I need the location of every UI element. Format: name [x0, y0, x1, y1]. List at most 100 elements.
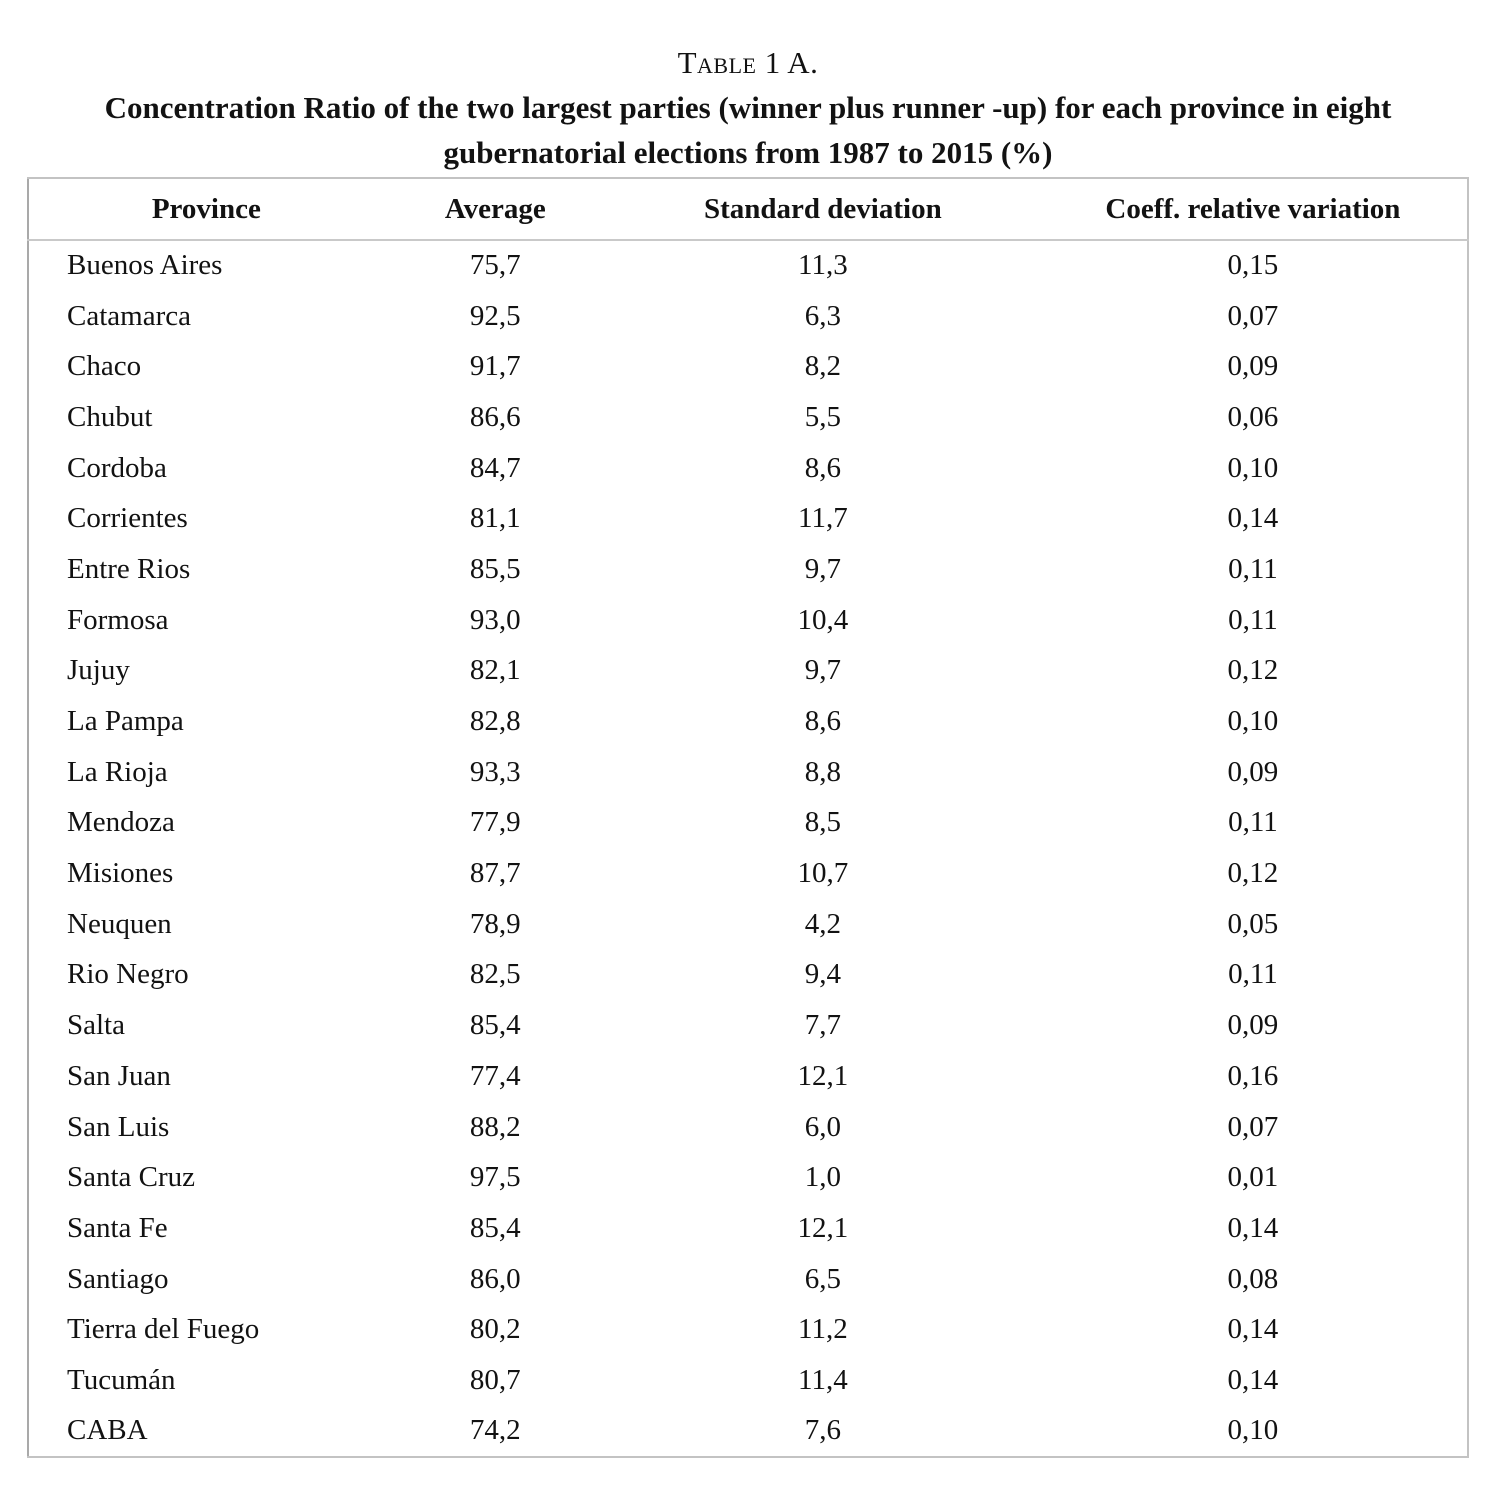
standard-deviation-cell: 10,4 — [797, 603, 849, 636]
standard-deviation-cell: 8,5 — [804, 806, 841, 839]
coeff-relative-variation-cell: 0,10 — [1227, 705, 1279, 738]
table-row: Formosa 93,0 10,4 0,11 — [28, 595, 1468, 646]
province-cell: Chaco — [67, 350, 142, 383]
coeff-relative-variation-cell: 0,10 — [1227, 451, 1279, 484]
average-cell: 87,7 — [469, 857, 521, 890]
province-cell: San Juan — [67, 1059, 171, 1092]
average-cell: 84,7 — [469, 451, 521, 484]
average-cell: 81,1 — [469, 502, 521, 535]
average-cell: 93,0 — [469, 603, 521, 636]
column-header-province: Province — [28, 178, 384, 241]
coeff-relative-variation-cell: 0,07 — [1227, 299, 1279, 332]
province-cell: Formosa — [67, 603, 169, 636]
standard-deviation-cell: 1,0 — [804, 1161, 841, 1194]
coeff-relative-variation-cell: 0,01 — [1227, 1161, 1279, 1194]
average-cell: 92,5 — [469, 299, 521, 332]
table-body: Buenos Aires 75,7 11,3 0,15 Catamarca 92,5 6,3… — [28, 240, 1468, 1457]
table-caption-line-2: gubernatorial elections from 1987 to 201… — [443, 135, 1053, 170]
table-row: CABA 74,2 7,6 0,10 — [28, 1406, 1468, 1457]
coeff-relative-variation-cell: 0,09 — [1227, 755, 1279, 788]
standard-deviation-cell: 4,2 — [804, 907, 841, 940]
standard-deviation-cell: 9,7 — [804, 552, 841, 585]
average-cell: 77,9 — [469, 806, 521, 839]
coeff-relative-variation-cell: 0,10 — [1227, 1414, 1279, 1447]
average-cell: 82,8 — [469, 705, 521, 738]
standard-deviation-cell: 8,8 — [804, 755, 841, 788]
average-cell: 86,0 — [469, 1262, 521, 1295]
average-cell: 85,4 — [469, 1211, 521, 1244]
standard-deviation-cell: 9,7 — [804, 654, 841, 687]
coeff-relative-variation-cell: 0,11 — [1228, 552, 1278, 585]
average-cell: 85,4 — [469, 1009, 521, 1042]
average-cell: 78,9 — [469, 907, 521, 940]
province-cell: CABA — [67, 1414, 148, 1447]
standard-deviation-cell: 10,7 — [797, 857, 849, 890]
table-title-block: Table 1 A. Concentration Ratio of the tw… — [0, 0, 1496, 175]
province-cell: Chubut — [67, 400, 153, 433]
table-row: Entre Rios 85,5 9,7 0,11 — [28, 544, 1468, 595]
standard-deviation-cell: 11,4 — [798, 1363, 848, 1396]
table-row: Tucumán 80,7 11,4 0,14 — [28, 1355, 1468, 1406]
table-row: Mendoza 77,9 8,5 0,11 — [28, 798, 1468, 849]
table-row: Salta 85,4 7,7 0,09 — [28, 1000, 1468, 1051]
coeff-relative-variation-cell: 0,11 — [1228, 603, 1278, 636]
coeff-relative-variation-cell: 0,09 — [1227, 350, 1279, 383]
province-cell: Entre Rios — [67, 552, 191, 585]
coeff-relative-variation-cell: 0,14 — [1227, 502, 1279, 535]
average-cell: 97,5 — [469, 1161, 521, 1194]
coeff-relative-variation-cell: 0,12 — [1227, 857, 1279, 890]
standard-deviation-cell: 6,0 — [804, 1110, 841, 1143]
standard-deviation-cell: 12,1 — [797, 1059, 849, 1092]
standard-deviation-cell: 12,1 — [797, 1211, 849, 1244]
province-cell: Neuquen — [67, 907, 172, 940]
coeff-relative-variation-cell: 0,16 — [1227, 1059, 1279, 1092]
province-cell: La Pampa — [67, 705, 184, 738]
province-cell: Jujuy — [67, 654, 130, 687]
standard-deviation-cell: 8,6 — [804, 705, 841, 738]
province-cell: Santiago — [67, 1262, 169, 1295]
average-cell: 75,7 — [469, 249, 521, 282]
standard-deviation-cell: 5,5 — [804, 400, 841, 433]
table-row: San Juan 77,4 12,1 0,16 — [28, 1051, 1468, 1102]
table-row: Chubut 86,6 5,5 0,06 — [28, 392, 1468, 443]
average-cell: 80,7 — [469, 1363, 521, 1396]
table-row: Jujuy 82,1 9,7 0,12 — [28, 646, 1468, 697]
province-cell: Misiones — [67, 857, 174, 890]
table-header: Province Average Standard deviation Coef… — [28, 178, 1468, 241]
average-cell: 86,6 — [469, 400, 521, 433]
coeff-relative-variation-cell: 0,06 — [1227, 400, 1279, 433]
concentration-ratio-table: Province Average Standard deviation Coef… — [27, 177, 1469, 1458]
average-cell: 80,2 — [469, 1313, 521, 1346]
province-cell: Tierra del Fuego — [67, 1313, 260, 1346]
province-cell: Tucumán — [67, 1363, 176, 1396]
column-header-coeff-relative-variation: Coeff. relative variation — [1038, 178, 1468, 241]
standard-deviation-cell: 11,2 — [798, 1313, 848, 1346]
table-row: La Pampa 82,8 8,6 0,10 — [28, 696, 1468, 747]
coeff-relative-variation-cell: 0,11 — [1228, 806, 1278, 839]
standard-deviation-cell: 6,3 — [804, 299, 841, 332]
coeff-relative-variation-cell: 0,14 — [1227, 1211, 1279, 1244]
average-cell: 82,1 — [469, 654, 521, 687]
coeff-relative-variation-cell: 0,15 — [1227, 249, 1279, 282]
table-row: San Luis 88,2 6,0 0,07 — [28, 1102, 1468, 1153]
standard-deviation-cell: 7,7 — [804, 1009, 841, 1042]
average-cell: 85,5 — [469, 552, 521, 585]
average-cell: 93,3 — [469, 755, 521, 788]
standard-deviation-cell: 8,2 — [804, 350, 841, 383]
table-row: Catamarca 92,5 6,3 0,07 — [28, 291, 1468, 342]
table-row: Corrientes 81,1 11,7 0,14 — [28, 493, 1468, 544]
column-header-average: Average — [383, 178, 607, 241]
table-number-heading: Table 1 A. — [677, 45, 819, 80]
province-cell: Buenos Aires — [67, 249, 223, 282]
table-row: Buenos Aires 75,7 11,3 0,15 — [28, 240, 1468, 291]
table-row: Santa Cruz 97,5 1,0 0,01 — [28, 1152, 1468, 1203]
province-cell: San Luis — [67, 1110, 170, 1143]
table-caption-line-1: Concentration Ratio of the two largest p… — [104, 90, 1392, 125]
province-cell: Rio Negro — [67, 958, 189, 991]
table-row: Tierra del Fuego 80,2 11,2 0,14 — [28, 1304, 1468, 1355]
coeff-relative-variation-cell: 0,07 — [1227, 1110, 1279, 1143]
average-cell: 74,2 — [469, 1414, 521, 1447]
coeff-relative-variation-cell: 0,09 — [1227, 1009, 1279, 1042]
coeff-relative-variation-cell: 0,08 — [1227, 1262, 1279, 1295]
